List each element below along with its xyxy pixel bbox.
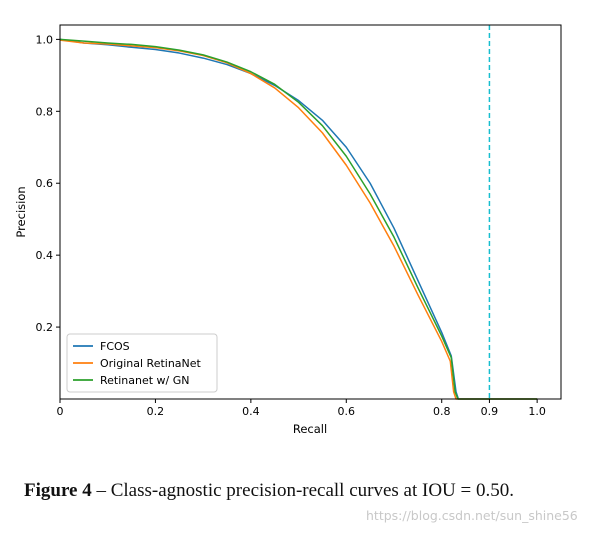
figure-caption: Figure 4 – Class-agnostic precision-reca… <box>24 478 554 504</box>
x-tick-label: 1.0 <box>528 405 546 418</box>
x-tick-label: 0.2 <box>147 405 165 418</box>
x-tick-label: 0 <box>57 405 64 418</box>
pr-curve-chart: 0 0.2 0.4 0.6 0.8 0.9 1.0 0.2 0.4 0.6 0.8 1.0 Recal… <box>14 24 562 436</box>
y-axis-title: Precision <box>14 186 28 237</box>
caption-label: Figure 4 <box>24 480 92 501</box>
caption-text: Class-agnostic precision-recall curves a… <box>110 480 514 501</box>
y-tick-label: 0.4 <box>36 249 54 262</box>
x-tick-label: 0.9 <box>481 405 499 418</box>
watermark-url: https://blog.csdn.net/sun_shine56 <box>366 508 578 523</box>
series-line-retinanet-w-gn <box>59 38 538 400</box>
series-line-original-retinanet <box>59 39 538 400</box>
x-tick-label: 0.4 <box>242 405 260 418</box>
caption-dash: – <box>91 480 111 501</box>
x-tick-label: 0.6 <box>338 405 356 418</box>
series-line-fcos <box>59 38 538 400</box>
plot-frame <box>59 24 562 400</box>
legend-box <box>66 333 218 393</box>
y-tick-label: 0.6 <box>36 177 54 190</box>
legend-label: Retinanet w/ GN <box>100 374 190 387</box>
y-tick-label: 0.8 <box>36 105 54 118</box>
legend: FCOS Original RetinaNet Retinanet w/ GN <box>66 333 218 393</box>
y-tick-label: 1.0 <box>36 33 54 46</box>
x-tick-label: 0.8 <box>433 405 451 418</box>
legend-label: Original RetinaNet <box>100 357 202 370</box>
y-tick-label: 0.2 <box>36 321 54 334</box>
legend-label: FCOS <box>100 340 130 353</box>
x-axis-title: Recall <box>293 422 327 436</box>
